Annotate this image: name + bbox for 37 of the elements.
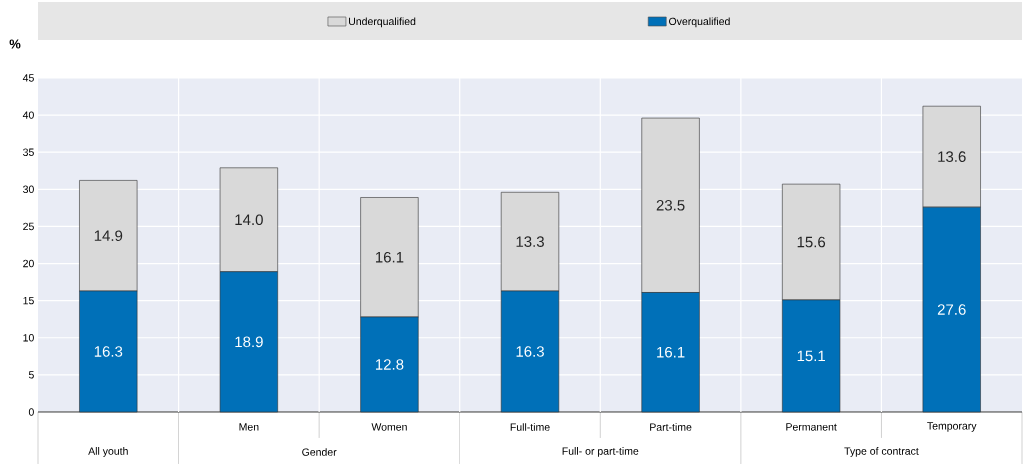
x-tick-label: Part-time: [650, 423, 692, 431]
data-label: 16.1: [657, 346, 685, 358]
y-tick-label: 5: [28, 371, 34, 379]
x-tick-label: Full-time: [510, 423, 550, 431]
x-tick-label: Men: [239, 423, 259, 431]
data-label: 23.5: [656, 199, 685, 211]
data-label: 12.8: [375, 359, 404, 370]
y-tick-label: 40: [22, 111, 34, 119]
y-tick-label: 10: [23, 334, 34, 342]
data-label: 14.9: [94, 230, 123, 242]
data-label: 16.3: [516, 346, 544, 357]
y-tick-label: 45: [22, 74, 34, 82]
x-tick-label: Women: [371, 423, 407, 431]
data-label: 15.1: [797, 350, 826, 362]
data-label: 16.1: [375, 251, 404, 263]
data-label: 14.0: [235, 214, 263, 226]
data-label: 15.6: [797, 236, 826, 248]
data-label: 13.6: [938, 151, 966, 162]
y-axis-title: %: [9, 39, 21, 49]
text: Type of contract: [844, 447, 919, 457]
data-label: 13.3: [516, 236, 544, 247]
y-tick-label: 20: [23, 259, 34, 268]
data-label: 16.3: [94, 346, 123, 357]
y-tick-label: 35: [23, 148, 34, 156]
y-tick-label: 15: [23, 296, 34, 305]
y-tick-label: 0: [28, 408, 34, 416]
y-tick-label: 25: [23, 222, 34, 231]
x-tick-label: Permanent: [786, 423, 837, 431]
text: All youth: [88, 447, 128, 457]
legend-label: Overqualified: [669, 17, 730, 28]
legend-label: Underqualified: [349, 17, 416, 28]
text: Full- or part-time: [562, 447, 639, 457]
text: Gender: [302, 448, 337, 456]
data-label: 27.6: [937, 304, 966, 315]
data-label: 18.9: [235, 336, 263, 348]
y-tick-label: 30: [23, 185, 34, 194]
x-tick-label: Temporary: [927, 422, 977, 432]
